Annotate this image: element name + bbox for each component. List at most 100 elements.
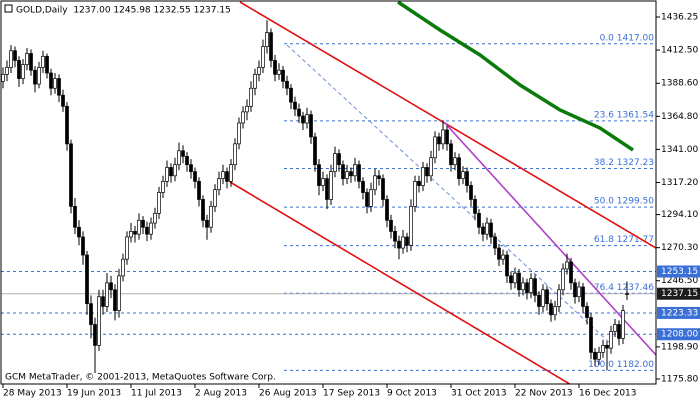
candle-body [33,69,37,85]
candle-body [617,324,621,339]
candle-body [245,105,249,113]
candle-body [377,175,381,179]
candle-body [381,178,385,200]
y-tick-label: 1317.20 [661,178,698,188]
candle-body [217,178,221,191]
candle-body [165,167,169,182]
candle-body [425,167,429,177]
x-tick-label: 11 Jul 2013 [131,389,182,399]
candle-body [105,282,109,307]
x-tick-label: 19 Jun 2013 [67,389,121,399]
candle-body [537,294,541,307]
candle-body [29,53,33,71]
candle-body [505,254,509,277]
candle-body [181,150,185,157]
x-tick-label: 2 Aug 2013 [195,389,247,399]
candle-body [625,293,629,295]
candle-body [77,226,81,238]
candle-body [581,286,585,307]
candle-body [229,164,233,182]
y-tick-label: 1364.80 [661,112,698,122]
candle-body [89,303,93,325]
candle-body [69,143,73,207]
candle-body [157,192,161,214]
candle-body [169,167,173,177]
candle-body [333,153,337,172]
y-tick-label: 1412.50 [661,46,698,56]
trend-line [443,121,656,356]
candle-body [273,60,277,75]
candle-body [493,236,497,249]
candle-body [541,289,545,307]
candle-body [605,345,609,349]
candle-body [97,296,101,346]
candle-body [1,74,5,82]
candle-body [257,67,261,75]
candle-body [481,226,485,235]
x-tick-label: 26 Aug 2013 [259,389,317,399]
plot-frame [0,0,657,385]
candle-body [509,275,513,284]
candle-body [9,50,13,68]
last-price-label: 1237.15 [661,289,698,299]
candle-body [453,157,457,166]
candle-body [301,115,305,124]
candle-body [517,272,521,291]
candle-body [465,171,469,186]
candle-body [113,289,117,311]
candle-body [65,105,69,145]
candle-body [177,150,181,166]
candle-body [313,136,317,166]
candle-body [585,306,589,318]
candle-body [329,171,333,200]
candle-body [565,261,569,270]
candle-body [477,212,481,228]
last-price-box [657,287,700,300]
candle-body [121,258,125,277]
levels: 0.0 1417.00 23.6 1361.54 38.2 1327.23 50.0 … [1,33,656,371]
fib-label: 23.6 1361.54 [594,110,654,120]
candle-body [389,219,393,232]
candle-body [337,153,341,166]
candle-body [117,275,121,311]
candle-body [597,351,601,360]
candle-body [269,32,273,61]
candle-body [409,206,413,246]
candle-body [461,171,465,179]
fib-label: 61.8 1271.77 [594,235,654,245]
candle-body [545,289,549,305]
candle-body [497,247,501,260]
candle-body [557,289,561,307]
price-level-label: 1253.15 [661,267,698,277]
candle-body [25,53,29,65]
candle-body [237,122,241,145]
candle-body [149,222,153,235]
candle-body [141,219,145,228]
y-tick-label: 1436.25 [661,13,698,23]
y-tick-label: 1270.30 [661,243,698,253]
candle-body [341,164,345,179]
candle-body [433,136,437,159]
candle-body [561,268,565,291]
channel-lower [229,181,572,384]
candle-body [485,222,489,235]
candle-body [437,136,441,145]
candle-body [441,129,445,145]
candle-body [209,206,213,228]
candle-body [289,87,293,103]
candle-body [349,171,353,177]
candle-body [265,32,269,47]
candle-body [153,212,157,224]
candle-body [549,303,553,316]
x-tick-label: 31 Oct 2013 [451,389,507,399]
candle-body [501,254,505,260]
x-tick-label: 16 Dec 2013 [579,389,637,399]
candle-body [73,206,77,228]
candle-body [589,317,593,353]
candle-body [533,278,537,296]
candle-body [93,324,97,346]
candle-body [45,55,49,74]
candle-body [321,178,325,186]
candle-body [521,282,525,291]
fib-label: 76.4 1237.46 [594,283,654,293]
